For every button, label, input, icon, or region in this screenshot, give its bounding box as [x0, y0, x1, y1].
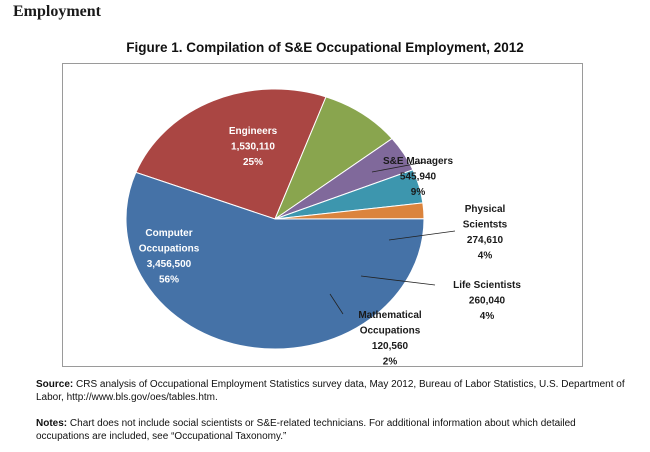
pie-slice-computer-occupations — [125, 171, 425, 350]
leader-line-mathematical-occupations — [329, 293, 344, 315]
pie-slice-sande-managers — [273, 96, 393, 221]
slice-label-life-scientists: Life Scientists 260,040 4% — [453, 280, 521, 322]
slice-label-mathematical-occupations: Mathematical Occupations 120,560 2% — [358, 310, 422, 366]
notes: Notes: Chart does not include social sci… — [36, 417, 626, 443]
pie-chart: Engineers 1,530,110 25% S&E Managers 545,940… — [125, 88, 521, 366]
section-heading: Employment — [13, 3, 101, 20]
slice-label-sande-managers: S&E Managers 545,940 9% — [383, 156, 453, 198]
source-note: Source: CRS analysis of Occupational Emp… — [36, 378, 626, 404]
leader-line-life-scientists — [360, 275, 436, 286]
source-label: Source: — [36, 379, 74, 390]
figure-title: Figure 1. Compilation of S&E Occupationa… — [126, 40, 524, 55]
notes-label: Notes: — [36, 418, 68, 429]
slice-label-engineers: Engineers 1,530,110 25% — [229, 126, 278, 168]
source-text: CRS analysis of Occupational Employment … — [36, 379, 625, 403]
slice-label-computer-occupations: Computer Occupations 3,456,500 56% — [139, 228, 200, 286]
leader-line-physical-scientsts — [388, 230, 456, 241]
chart-area: Engineers 1,530,110 25% S&E Managers 545,940… — [62, 63, 583, 367]
slice-label-physical-scientsts: Physical Scientsts 274,610 4% — [463, 204, 508, 262]
notes-text: Chart does not include social scientists… — [36, 418, 576, 442]
pie-slice-engineers — [135, 88, 327, 220]
leader-line-sande-managers — [371, 161, 426, 173]
